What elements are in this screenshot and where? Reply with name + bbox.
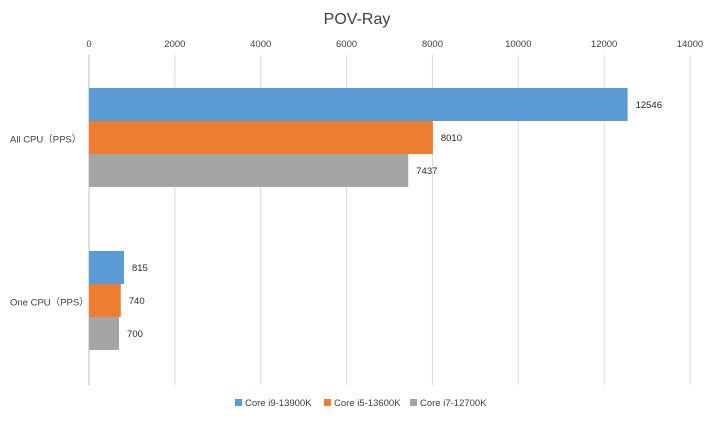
- legend-swatch: [235, 399, 242, 406]
- x-tick-label: 2000: [164, 39, 185, 50]
- x-tick-label: 4000: [250, 39, 271, 50]
- data-label: 815: [132, 263, 148, 274]
- legend-swatch: [410, 399, 417, 406]
- category-labels: All CPU（PPS） One CPU（PPS）: [10, 134, 89, 309]
- legend-label: Core i5-13600K: [334, 398, 401, 409]
- x-tick-label: 8000: [422, 39, 443, 50]
- x-tick-label: 12000: [591, 39, 617, 50]
- chart-title: POV-Ray: [324, 11, 391, 28]
- data-label: 12546: [636, 100, 662, 111]
- bar-core-i7-12700k-one-cpu: [89, 317, 120, 350]
- bar-core-i7-12700k-all-cpu: [89, 154, 409, 187]
- legend-label: Core i9-13900K: [245, 398, 312, 409]
- bar-core-i9-13900k-one-cpu: [89, 251, 124, 284]
- legend-label: Core i7-12700K: [420, 398, 487, 409]
- data-label: 8010: [441, 133, 462, 144]
- x-tick-label: 14000: [677, 39, 703, 50]
- x-tick-label: 10000: [505, 39, 531, 50]
- bar-core-i5-13600k-one-cpu: [89, 284, 121, 317]
- data-label: 7437: [416, 166, 437, 177]
- data-label: 700: [127, 329, 143, 340]
- data-labels: 12546 8010 7437 815 740 700: [127, 100, 662, 340]
- bars: [89, 88, 628, 350]
- legend: Core i9-13900K Core i5-13600K Core i7-1270…: [235, 398, 487, 409]
- bar-core-i5-13600k-all-cpu: [89, 121, 433, 154]
- x-tick-label: 0: [86, 39, 91, 50]
- category-label: All CPU（PPS）: [10, 134, 81, 146]
- x-tick-label: 6000: [336, 39, 357, 50]
- x-axis-ticks: 0 2000 4000 6000 8000 10000 12000 14000: [86, 39, 703, 50]
- data-label: 740: [129, 296, 145, 307]
- bar-core-i9-13900k-all-cpu: [89, 88, 628, 121]
- legend-swatch: [324, 399, 331, 406]
- category-label: One CPU（PPS）: [10, 297, 89, 309]
